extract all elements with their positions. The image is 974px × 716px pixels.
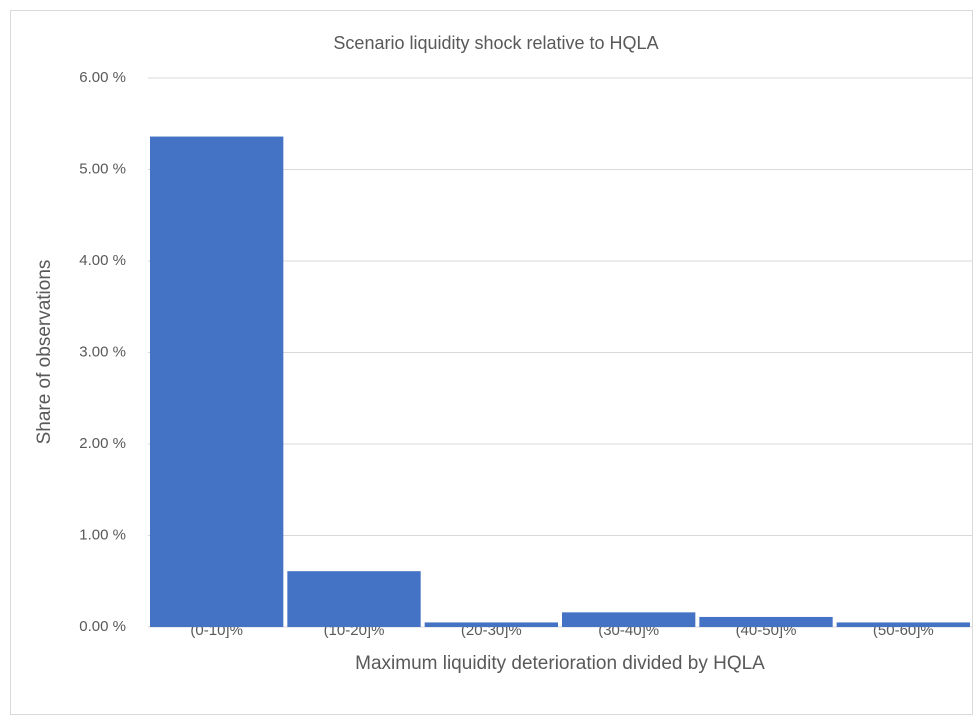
y-tick-label: 4.00 % [79, 252, 126, 269]
y-tick-label: 6.00 % [79, 69, 126, 86]
bar [287, 571, 421, 627]
bar [150, 136, 284, 627]
y-tick-label: 0.00 % [79, 618, 126, 635]
y-tick-label: 5.00 % [79, 160, 126, 177]
bar [699, 616, 833, 627]
x-axis-title: Maximum liquidity deterioration divided … [355, 653, 765, 674]
chart-title: Scenario liquidity shock relative to HQL… [333, 33, 658, 53]
y-tick-label: 3.00 % [79, 343, 126, 360]
y-axis-title: Share of observations [34, 260, 55, 445]
bar [836, 622, 970, 627]
chart-border [10, 10, 973, 715]
y-tick-label: 2.00 % [79, 435, 126, 452]
bar [424, 622, 558, 627]
bar [562, 612, 696, 627]
y-tick-label: 1.00 % [79, 526, 126, 543]
